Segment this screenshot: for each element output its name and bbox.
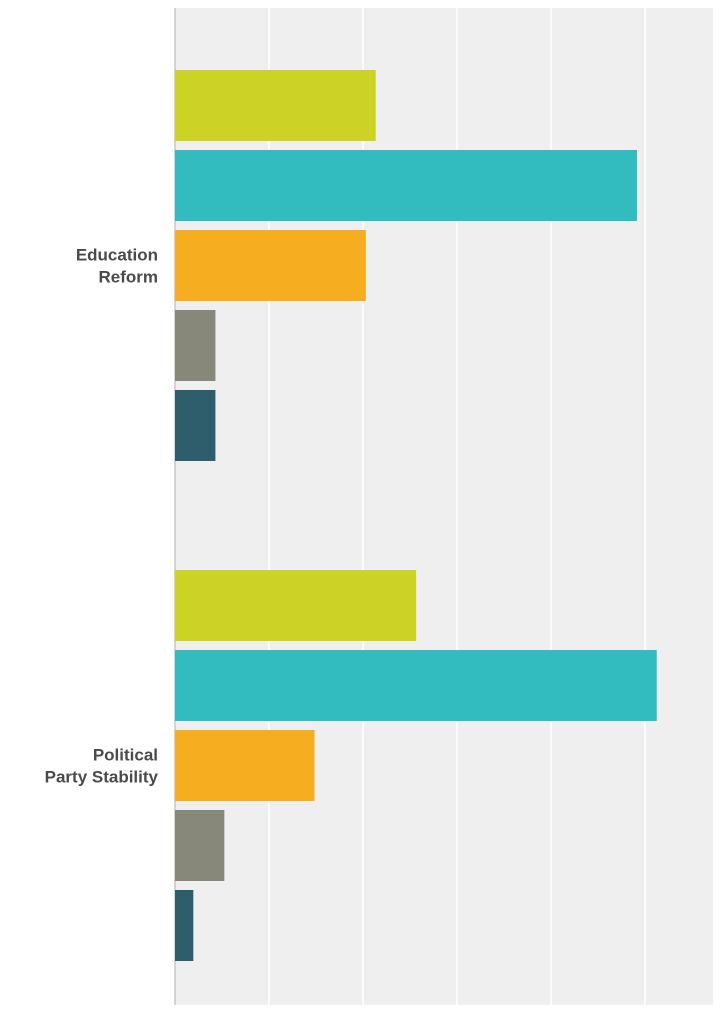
bar-category-1-series-3 [175,230,366,301]
category-label-line: Party Stability [45,768,159,787]
bar-category-1-series-2 [175,150,638,221]
category-label: Education Reform [76,246,158,287]
category-label-line: Political [93,746,158,765]
bar-category-1-series-5 [175,390,216,461]
bar-category-2-series-4 [175,810,225,881]
bar-category-2-series-1 [175,570,417,641]
category-label-line: Reform [98,268,158,287]
category-label-line: Education [76,246,158,265]
bar-category-1-series-4 [175,310,216,381]
bar-category-2-series-3 [175,730,315,801]
bar-category-2-series-5 [175,890,194,961]
bars [175,70,657,961]
bar-category-1-series-1 [175,70,376,141]
category-label: Political Party Stability [45,746,159,787]
bar-category-2-series-2 [175,650,657,721]
category-labels: Education Reform Political Party Stability [45,246,159,787]
